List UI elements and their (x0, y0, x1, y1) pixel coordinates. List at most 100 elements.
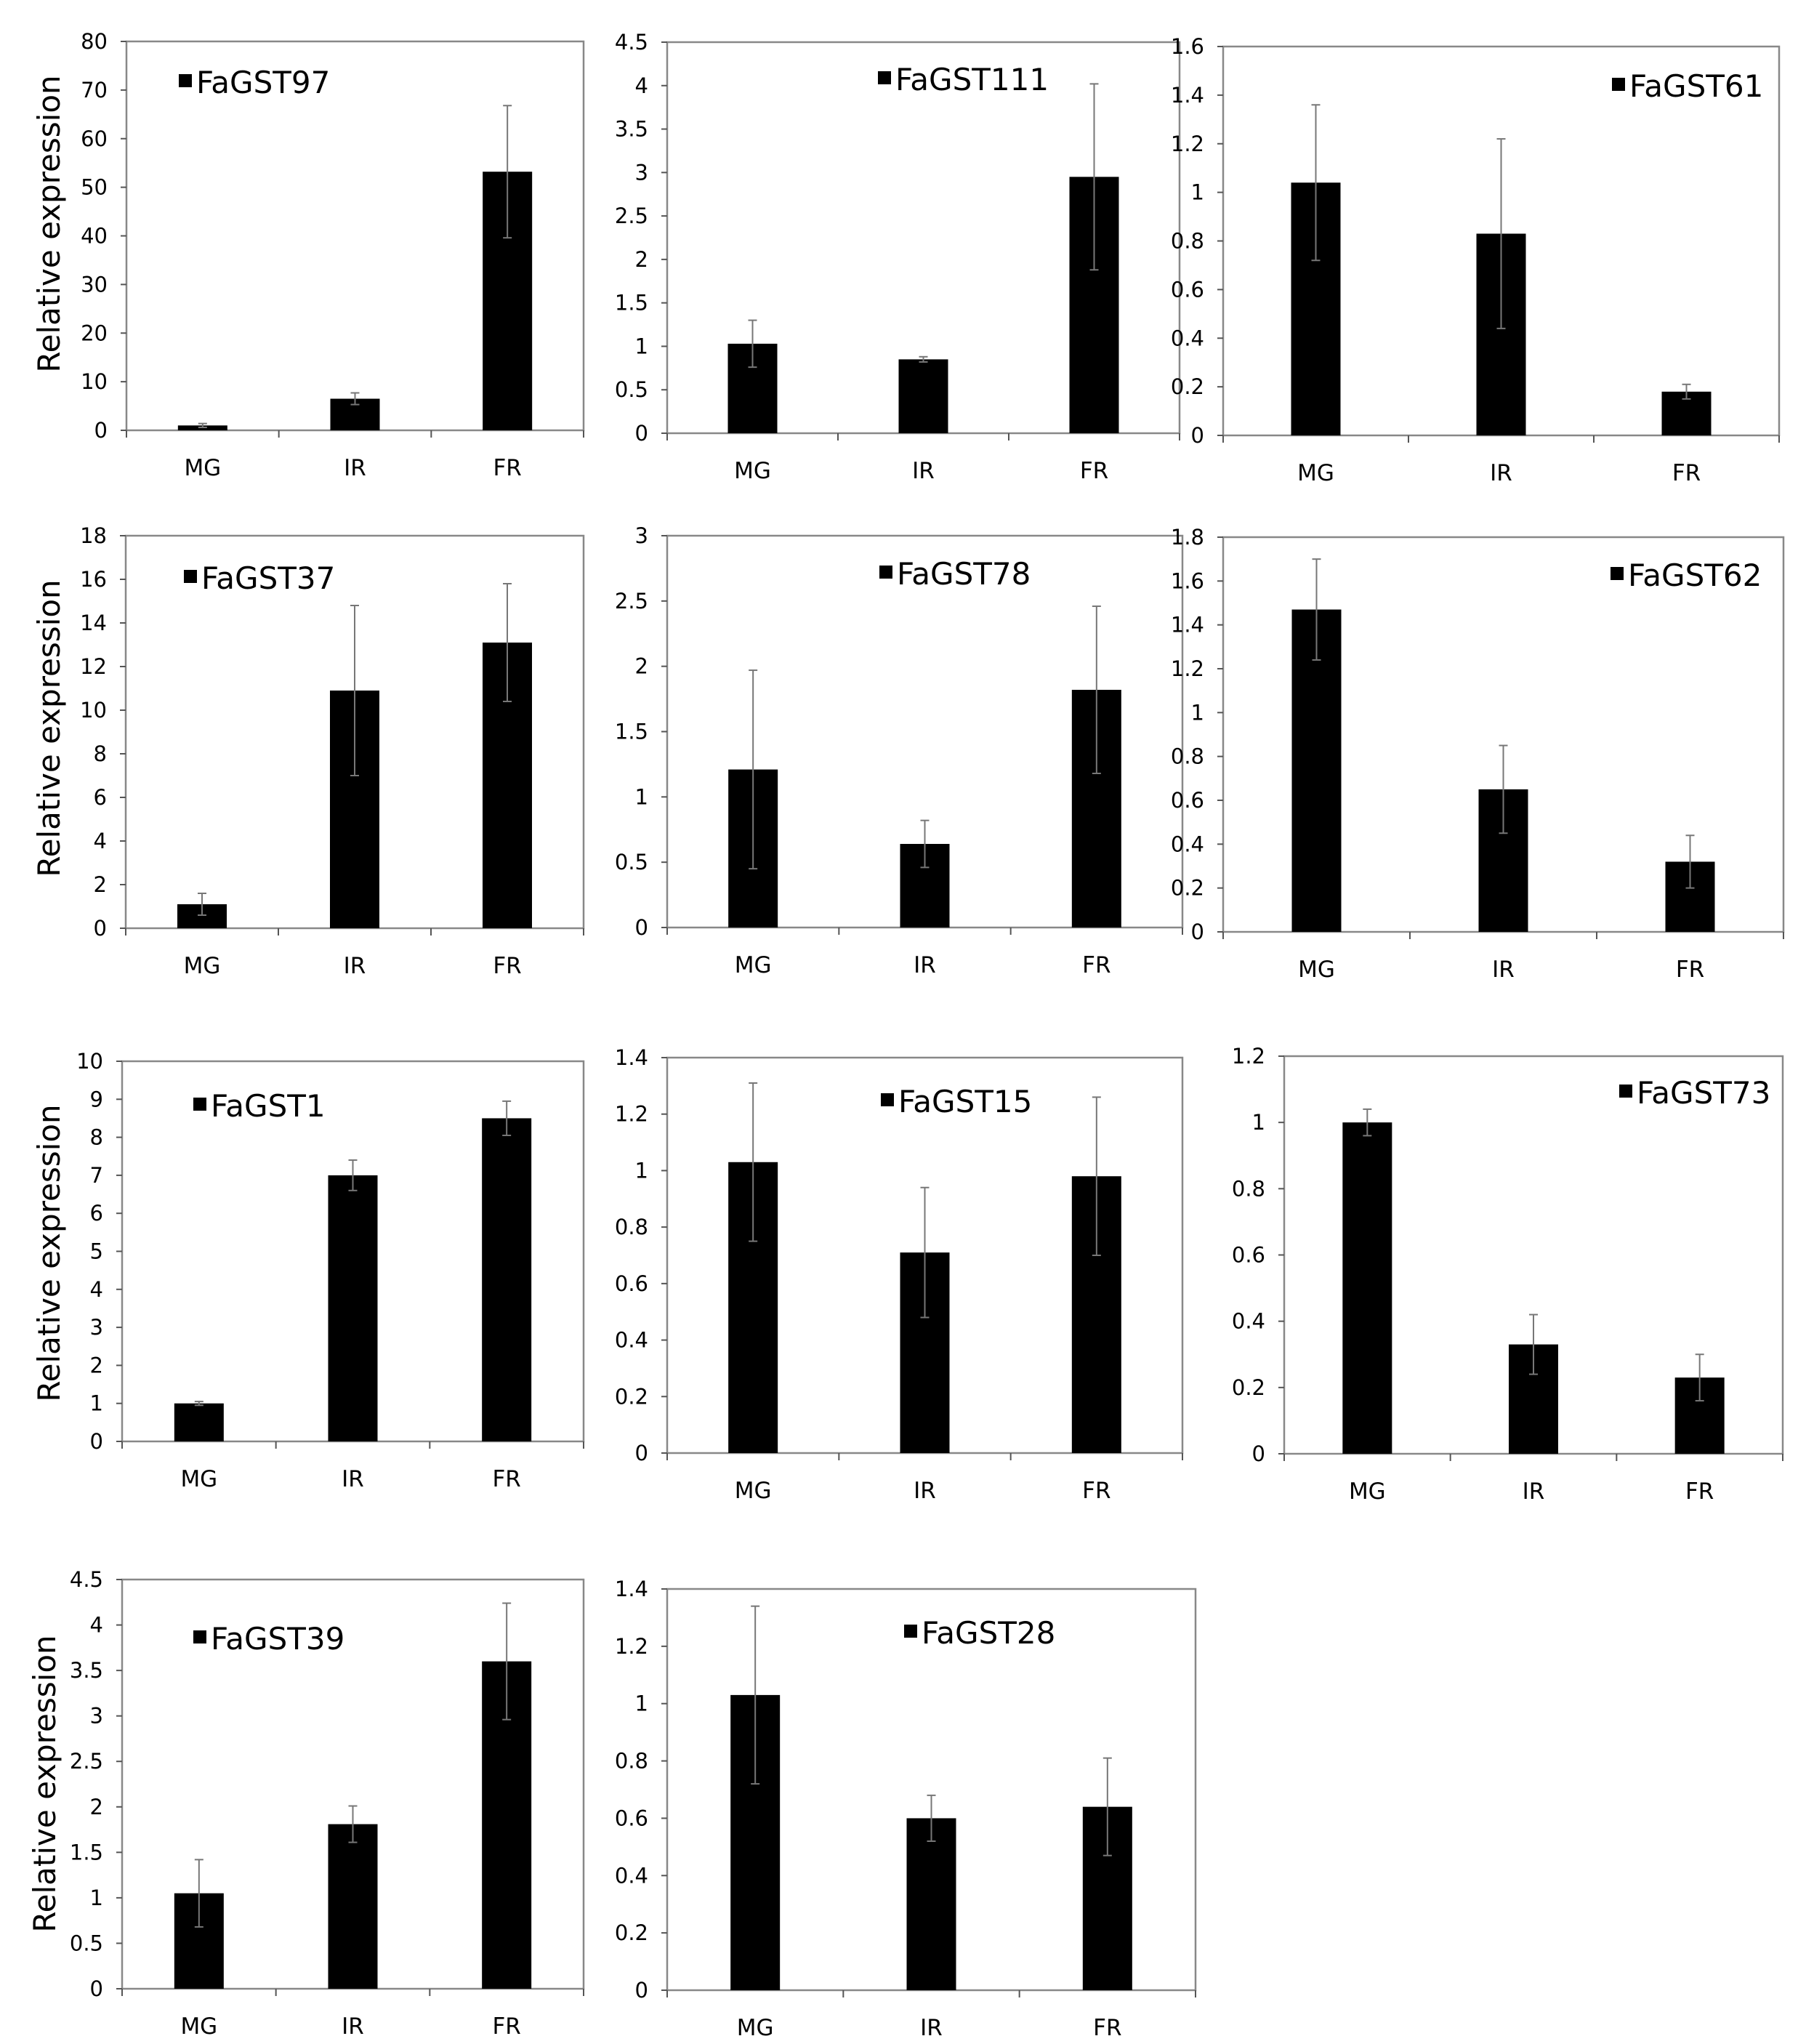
x-category-label: IR (342, 1466, 364, 1492)
x-category-label: FR (493, 953, 521, 979)
y-tick-label: 1 (90, 1391, 103, 1416)
y-tick-label: 2 (635, 247, 648, 272)
y-tick-label: 1 (635, 1691, 648, 1716)
y-tick-label: 1.2 (1232, 1044, 1265, 1069)
y-tick-label: 3 (90, 1315, 103, 1340)
x-category-label: FR (492, 2013, 520, 2040)
legend-swatch (193, 1098, 206, 1111)
y-tick-label: 12 (80, 654, 107, 679)
legend-swatch (179, 74, 192, 87)
y-tick-label: 0.5 (615, 377, 648, 402)
y-tick-label: 2 (90, 1795, 103, 1819)
y-tick-label: 0.5 (70, 1931, 103, 1955)
x-category-label: IR (1490, 460, 1512, 486)
y-tick-label: 0.6 (615, 1806, 648, 1830)
y-tick-label: 0 (635, 1978, 648, 2003)
y-axis-label: Relative expression (31, 75, 67, 372)
y-tick-label: 1.2 (615, 1634, 648, 1659)
y-tick-label: 10 (76, 1049, 103, 1074)
y-tick-label: 0 (1252, 1441, 1265, 1466)
bar-mg (1291, 609, 1342, 932)
y-tick-label: 1.5 (70, 1840, 103, 1864)
y-tick-label: 4 (94, 829, 107, 853)
x-category-label: MG (184, 953, 221, 979)
x-category-label: FR (1676, 957, 1704, 983)
chart-panel-fagst39: 0 0.5 1 1.5 2 2.5 3 3.5 4 4.5 MG IR FR FaGST39 Relativ… (27, 1567, 585, 2040)
legend-swatch (193, 1630, 206, 1643)
y-tick-label: 6 (94, 785, 107, 810)
y-tick-label: 4 (635, 73, 648, 98)
chart-panel-fagst97: 0 10 20 30 40 50 60 70 80 MG IR FR FaGST97 Relative e… (31, 29, 585, 481)
y-tick-label: 1.4 (615, 1577, 648, 1601)
chart-panel-fagst1: 0 1 2 3 4 5 6 7 8 9 10 MG IR FR FaGST1 Relative express… (31, 1049, 585, 1492)
y-tick-label: 1 (635, 784, 648, 809)
y-tick-label: 0 (635, 915, 648, 940)
x-category-label: FR (1093, 2015, 1121, 2041)
y-tick-label: 0.8 (615, 1215, 648, 1239)
x-category-label: MG (734, 458, 771, 484)
x-category-label: IR (912, 458, 935, 484)
y-tick-label: 18 (80, 523, 107, 548)
y-tick-label: 4.5 (70, 1567, 103, 1592)
legend-label: FaGST97 (196, 65, 330, 100)
bar-mg (1342, 1122, 1392, 1454)
y-tick-label: 1.2 (1171, 656, 1204, 681)
chart-panel-fagst37: 0 2 4 6 8 10 12 14 16 18 MG IR FR FaGST37 Relative exp… (31, 523, 585, 979)
x-category-label: IR (1492, 957, 1515, 983)
x-category-label: MG (184, 455, 221, 481)
chart-panel-fagst111: 0 0.5 1 1.5 2 2.5 3 3.5 4 4.5 MG IR FR FaGST111 (615, 30, 1181, 484)
chart-panel-fagst61: 0 0.2 0.4 0.6 0.8 1 1.2 1.4 1.6 MG IR FR FaGST61 (1171, 34, 1781, 486)
y-tick-label: 2.5 (615, 589, 648, 613)
x-category-label: MG (735, 1478, 772, 1504)
y-tick-label: 1.5 (615, 720, 648, 744)
y-tick-label: 1.2 (1171, 132, 1204, 156)
legend-label: FaGST78 (897, 556, 1031, 592)
x-category-label: FR (493, 455, 521, 481)
y-tick-label: 0.8 (1171, 744, 1204, 769)
legend-label: FaGST62 (1628, 558, 1762, 593)
legend-label: FaGST1 (211, 1088, 326, 1124)
y-tick-label: 0.2 (615, 1384, 648, 1409)
y-tick-label: 0 (635, 421, 648, 446)
y-tick-label: 0.8 (1171, 229, 1204, 254)
y-tick-label: 2 (94, 872, 107, 897)
y-tick-label: 0.6 (1232, 1243, 1265, 1268)
legend-swatch (1611, 567, 1624, 580)
x-category-label: IR (344, 455, 366, 481)
legend-swatch (1612, 78, 1625, 91)
x-category-label: IR (914, 1478, 936, 1504)
y-tick-label: 1.4 (1171, 613, 1204, 637)
y-tick-label: 2 (635, 654, 648, 679)
y-tick-label: 0.4 (615, 1863, 648, 1888)
y-tick-label: 2.5 (615, 204, 648, 228)
legend-label: FaGST37 (201, 560, 335, 596)
x-category-label: FR (1685, 1478, 1714, 1505)
bar-fr (482, 1118, 532, 1441)
legend-swatch (904, 1625, 917, 1638)
y-tick-label: 8 (90, 1125, 103, 1150)
legend-label: FaGST15 (898, 1084, 1032, 1119)
y-tick-label: 0.6 (1171, 277, 1204, 302)
y-tick-label: 70 (81, 78, 108, 102)
legend-label: FaGST28 (922, 1615, 1055, 1651)
x-category-label: MG (735, 952, 772, 978)
legend-swatch (878, 71, 891, 84)
y-tick-label: 4 (90, 1277, 103, 1302)
y-axis-label: Relative expression (27, 1635, 63, 1932)
x-category-label: MG (180, 2013, 217, 2040)
y-tick-label: 1.6 (1171, 568, 1204, 593)
y-tick-label: 0.6 (1171, 788, 1204, 813)
y-tick-label: 6 (90, 1201, 103, 1226)
x-category-label: FR (492, 1466, 520, 1492)
y-tick-label: 1 (635, 1158, 648, 1183)
y-tick-label: 0 (635, 1441, 648, 1465)
y-tick-label: 1.6 (1171, 34, 1204, 59)
x-category-label: FR (1672, 460, 1701, 486)
y-tick-label: 0.2 (615, 1920, 648, 1945)
y-tick-label: 3 (90, 1704, 103, 1729)
y-tick-label: 0 (90, 1976, 103, 2001)
y-tick-label: 5 (90, 1239, 103, 1264)
y-tick-label: 1.8 (1171, 525, 1204, 550)
y-tick-label: 7 (90, 1163, 103, 1188)
bar-ir (906, 1818, 956, 1990)
